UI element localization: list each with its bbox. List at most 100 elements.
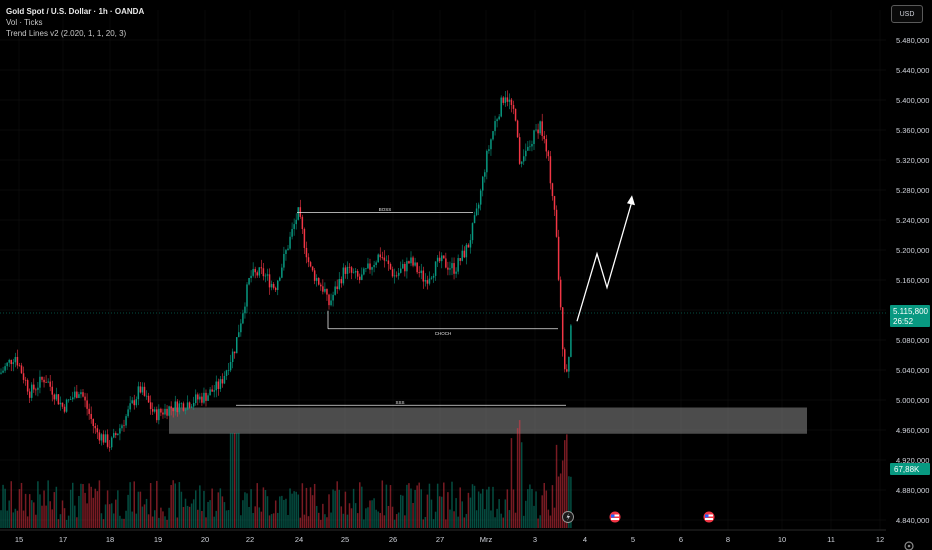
volume-bar	[426, 494, 429, 528]
candle-body	[367, 263, 369, 269]
candle-body	[488, 149, 490, 151]
time-tick-label: 22	[246, 535, 254, 544]
volume-bar	[311, 495, 314, 528]
candle-body	[418, 272, 420, 274]
lightning-icon[interactable]	[562, 511, 574, 523]
volume-bar	[561, 460, 564, 528]
volume-bar	[391, 506, 394, 528]
candle-body	[270, 283, 273, 288]
currency-button[interactable]: USD	[891, 5, 923, 23]
volume-bar	[318, 512, 320, 528]
volume-bar	[543, 482, 545, 528]
indicator-trend-lines[interactable]: Trend Lines v2 (2.020, 1, 1, 20, 3)	[6, 29, 127, 38]
price-tick-label: 4.920,000	[896, 456, 929, 465]
candle-body	[186, 402, 189, 410]
price-tick-label: 4.840,000	[896, 516, 929, 525]
time-tick-label: 17	[59, 535, 67, 544]
volume-bar	[283, 499, 285, 528]
volume-bar	[178, 482, 181, 528]
volume-bar	[20, 482, 23, 528]
time-tick-label: 24	[295, 535, 303, 544]
candle-body	[531, 144, 533, 147]
time-tick-label: 18	[106, 535, 114, 544]
candle-body	[43, 379, 45, 383]
candle-body	[482, 176, 484, 191]
candle-body	[473, 215, 476, 224]
indicator-volume[interactable]: Vol · Ticks	[6, 18, 43, 27]
volume-bar	[570, 476, 572, 528]
volume-bar	[262, 487, 265, 528]
candle-body	[453, 263, 455, 274]
time-tick-label: 5	[631, 535, 635, 544]
candle-body	[381, 257, 384, 258]
candle-body	[125, 416, 127, 426]
candle-body	[523, 156, 525, 162]
candle-body	[547, 151, 550, 157]
volume-bar	[172, 480, 174, 528]
volume-bar	[295, 491, 297, 528]
candle-body	[47, 381, 49, 383]
us-flag-event-icon[interactable]	[703, 511, 715, 523]
candle-body	[494, 121, 496, 132]
candle-body	[543, 135, 545, 140]
volume-bar	[361, 486, 363, 528]
candle-body	[63, 406, 66, 412]
boss-label: BOSS	[379, 207, 392, 212]
volume-bar	[43, 490, 45, 528]
volume-bar	[324, 514, 326, 528]
symbol-title[interactable]: Gold Spot / U.S. Dollar · 1h · OANDA	[6, 7, 145, 16]
volume-bar	[8, 500, 10, 528]
price-axis[interactable]: 5.480,000 5.440,000 5.400,000 5.360,000 5.32…	[896, 36, 929, 525]
volume-bar	[203, 490, 205, 528]
volume-bar	[352, 488, 355, 528]
volume-bar	[139, 491, 142, 528]
volume-bar	[381, 480, 384, 528]
candle-body	[393, 275, 396, 277]
volume-bar	[512, 489, 515, 528]
volume-bar	[363, 519, 365, 528]
candle-body	[469, 240, 472, 248]
volume-bar	[51, 509, 53, 528]
volume-bar	[31, 500, 33, 528]
candle-body	[65, 399, 68, 412]
volume-bar	[516, 428, 519, 528]
volume-bar	[547, 509, 550, 528]
candle-body	[229, 362, 232, 371]
volume-bar	[289, 488, 291, 528]
volume-bar	[453, 511, 455, 528]
volume-bar	[231, 433, 234, 528]
volume-bar	[510, 438, 513, 528]
candle-body	[217, 381, 220, 389]
candle-body	[199, 396, 201, 400]
time-axis[interactable]: 15 17 18 19 20 22 24 25 26 27 Mrz 3 4 5 6 8 10 11 12	[15, 535, 884, 544]
volume-bar	[297, 494, 299, 528]
candle-body	[24, 379, 27, 381]
candle-body	[213, 390, 215, 392]
candle-body	[508, 99, 511, 102]
candle-body	[303, 229, 306, 248]
candle-body	[135, 399, 138, 406]
volume-bar	[564, 440, 566, 528]
volume-bar	[428, 483, 431, 528]
volume-bars	[0, 420, 572, 528]
volume-bar	[225, 510, 228, 528]
volume-bar	[264, 489, 267, 528]
candle-body	[389, 263, 392, 270]
volume-bar	[55, 486, 58, 528]
volume-bar	[291, 493, 293, 528]
candle-body	[305, 247, 308, 258]
candle-body	[545, 139, 548, 152]
volume-bar	[127, 494, 129, 528]
us-flag-event-icon[interactable]	[609, 511, 621, 523]
gear-icon[interactable]	[904, 541, 914, 550]
volume-bar	[342, 513, 345, 528]
candle-body	[361, 274, 363, 280]
volume-bar	[199, 485, 201, 528]
candle-body	[117, 433, 119, 436]
candle-body	[285, 250, 287, 254]
volume-bar	[326, 517, 328, 528]
candle-body	[338, 279, 340, 289]
price-tick-label: 5.280,000	[896, 186, 929, 195]
candle-body	[182, 403, 185, 411]
